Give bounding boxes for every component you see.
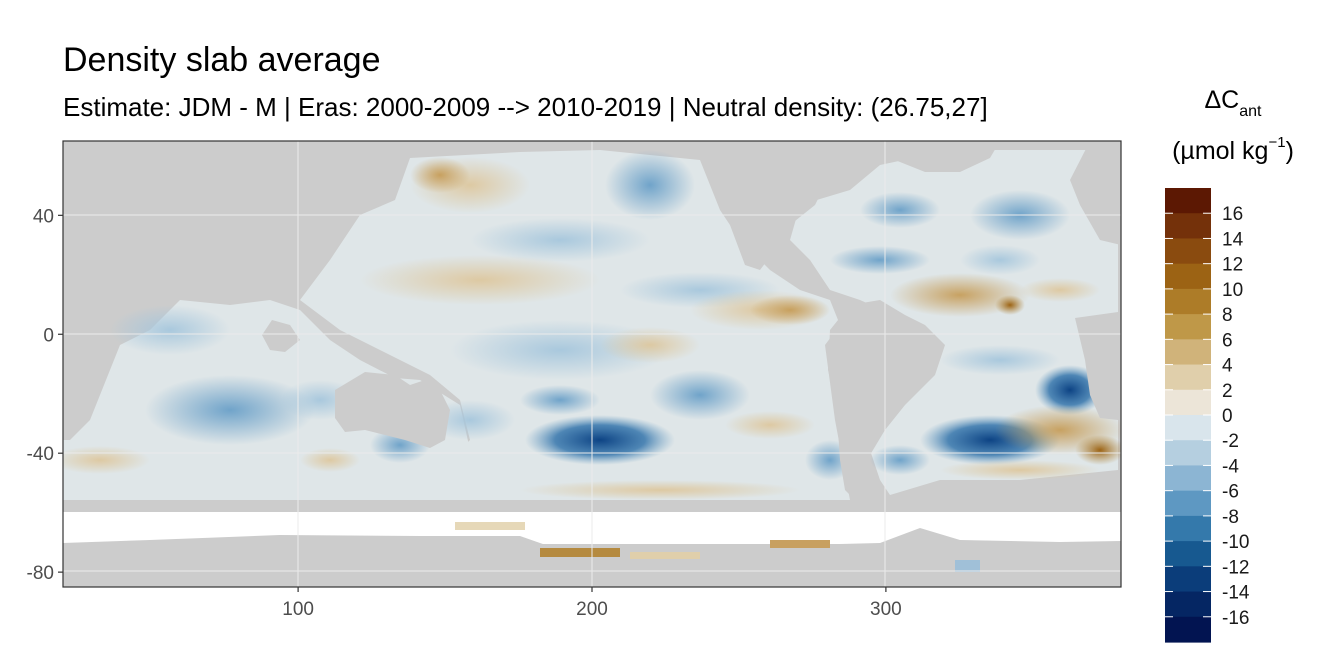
coastal-cell <box>455 522 525 530</box>
legend-color-bin <box>1165 339 1211 366</box>
coastal-cell <box>540 548 620 557</box>
legend-color-bin <box>1165 591 1211 618</box>
europe-land <box>1070 141 1121 245</box>
legend-label: 12 <box>1222 255 1243 276</box>
hotspot <box>860 192 940 228</box>
x-tick-label: 200 <box>576 599 608 620</box>
grid-lines <box>63 141 1121 587</box>
hotspot <box>63 446 150 474</box>
legend-color-bin <box>1165 440 1211 467</box>
hotspot <box>725 411 815 439</box>
hotspot <box>600 327 700 363</box>
legend-label: 16 <box>1222 204 1243 225</box>
legend-label: 2 <box>1222 381 1233 402</box>
legend-color-bin <box>1165 288 1211 315</box>
legend-title-subscript: ant <box>1239 103 1262 120</box>
legend-label: -12 <box>1222 557 1249 578</box>
asia-southeast-land <box>262 320 300 352</box>
coastal-cell <box>770 540 830 548</box>
hotspot <box>940 460 1100 480</box>
legend-color-bin <box>1165 566 1211 593</box>
hotspot <box>1020 278 1100 302</box>
hotspot <box>870 445 930 475</box>
legend-label: -4 <box>1222 456 1239 477</box>
hotspot <box>520 385 600 415</box>
legend-label: 6 <box>1222 330 1233 351</box>
legend-unit-prefix: (µmol kg <box>1172 137 1269 165</box>
legend-label: -16 <box>1222 608 1249 629</box>
legend-label: 8 <box>1222 305 1233 326</box>
hotspot <box>750 295 830 325</box>
legend-unit-suffix: ) <box>1285 137 1294 165</box>
hotspot <box>470 218 650 262</box>
ocean-field <box>63 150 1121 500</box>
hotspot <box>1075 435 1121 465</box>
hotspot <box>940 345 1060 375</box>
hotspot <box>995 295 1025 315</box>
legend-color-bin <box>1165 541 1211 567</box>
legend-color-bin <box>1165 364 1211 391</box>
africa-land <box>1075 312 1118 420</box>
x-tick-label: 100 <box>282 599 314 620</box>
legend-label: -6 <box>1222 482 1239 503</box>
hotspot <box>960 245 1040 275</box>
asia-land <box>63 141 405 315</box>
coastal-cell <box>630 552 700 559</box>
legend-label: -14 <box>1222 583 1250 604</box>
chart-subtitle: Estimate: JDM - M | Eras: 2000-2009 --> … <box>63 92 988 122</box>
legend-color-bin <box>1165 213 1211 240</box>
hotspot <box>890 273 1030 317</box>
legend: 16 14 12 10 8 6 4 2 0 -2 -4 -6 -8 -10 -12 -14 -16 <box>1165 188 1250 643</box>
legend-label: 0 <box>1222 406 1233 427</box>
legend-color-bin <box>1165 263 1211 290</box>
hotspot <box>410 157 470 193</box>
hotspot <box>520 480 800 500</box>
coastal-cell <box>955 560 980 572</box>
legend-title: ΔCant <box>1148 86 1318 120</box>
legend-color-bin <box>1165 314 1211 340</box>
greenland-land <box>880 141 1000 172</box>
y-tick-label: 40 <box>33 206 54 227</box>
legend-title-symbol: ΔC <box>1204 86 1240 114</box>
legend-label: -10 <box>1222 532 1249 553</box>
map-panel <box>63 141 1121 587</box>
legend-unit: (µmol kg−1) <box>1148 134 1318 166</box>
hotspot <box>830 246 930 274</box>
north-america-land <box>720 141 830 270</box>
hotspot <box>145 375 315 445</box>
legend-label: -2 <box>1222 431 1239 452</box>
legend-label: -8 <box>1222 507 1239 528</box>
hotspot <box>650 370 750 420</box>
hotspot <box>360 255 600 305</box>
legend-unit-superscript: −1 <box>1268 134 1286 151</box>
hotspot <box>525 415 675 465</box>
legend-label: 14 <box>1222 229 1244 250</box>
legend-color-bin <box>1165 490 1211 517</box>
chart-title: Density slab average <box>63 41 381 79</box>
x-tick-label: 300 <box>870 599 902 620</box>
legend-label: 10 <box>1222 280 1243 301</box>
hotspot <box>300 448 360 472</box>
legend-color-bin <box>1165 465 1211 492</box>
hotspot <box>605 150 695 220</box>
legend-color-bin <box>1165 188 1211 214</box>
y-tick-label: 0 <box>43 325 54 346</box>
hotspot <box>110 305 230 355</box>
legend-color-bin <box>1165 389 1211 416</box>
y-tick-label: -40 <box>27 444 54 465</box>
legend-color-bin <box>1165 415 1211 441</box>
legend-color-bin <box>1165 238 1211 265</box>
legend-label: 4 <box>1222 356 1233 377</box>
south-america-land <box>828 300 945 500</box>
legend-color-bin <box>1165 515 1211 542</box>
australia-land <box>335 372 450 448</box>
antarctic-coast <box>455 522 980 572</box>
y-tick-label: -80 <box>27 563 54 584</box>
legend-color-bin <box>1165 616 1211 643</box>
